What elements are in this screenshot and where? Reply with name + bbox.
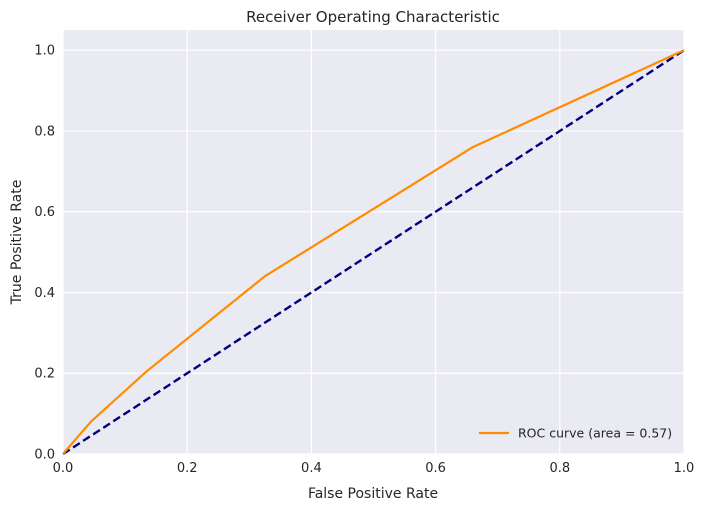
series-layer — [62, 49, 685, 456]
y-tick-label-1: 0.2 — [34, 367, 55, 382]
y-tick-label-2: 0.4 — [34, 286, 55, 301]
legend: ROC curve (area = 0.57) — [479, 426, 672, 441]
x-axis-label: False Positive Rate — [308, 486, 438, 502]
y-tick-label-0: 0.0 — [34, 448, 55, 463]
x-tick-label-0: 0.0 — [53, 461, 74, 476]
x-axis-ticks: 0.0 0.2 0.4 0.6 0.8 1.0 — [53, 461, 695, 476]
y-tick-label-4: 0.8 — [34, 124, 55, 139]
y-tick-label-5: 1.0 — [34, 44, 55, 59]
chart-title: Receiver Operating Characteristic — [246, 8, 500, 26]
x-tick-label-4: 0.8 — [549, 461, 570, 476]
legend-label-0: ROC curve (area = 0.57) — [518, 426, 672, 441]
x-tick-label-3: 0.6 — [425, 461, 446, 476]
x-tick-label-2: 0.4 — [301, 461, 322, 476]
plot-background — [63, 30, 684, 454]
y-axis-label: True Positive Rate — [9, 180, 25, 306]
reference-diagonal-line — [62, 49, 685, 456]
grid-lines — [62, 30, 685, 455]
roc-curve-line — [62, 49, 685, 455]
x-tick-label-5: 1.0 — [674, 461, 695, 476]
x-tick-label-1: 0.2 — [177, 461, 198, 476]
y-tick-label-3: 0.6 — [34, 205, 55, 220]
y-axis-ticks: 0.0 0.2 0.4 0.6 0.8 1.0 — [34, 44, 55, 463]
